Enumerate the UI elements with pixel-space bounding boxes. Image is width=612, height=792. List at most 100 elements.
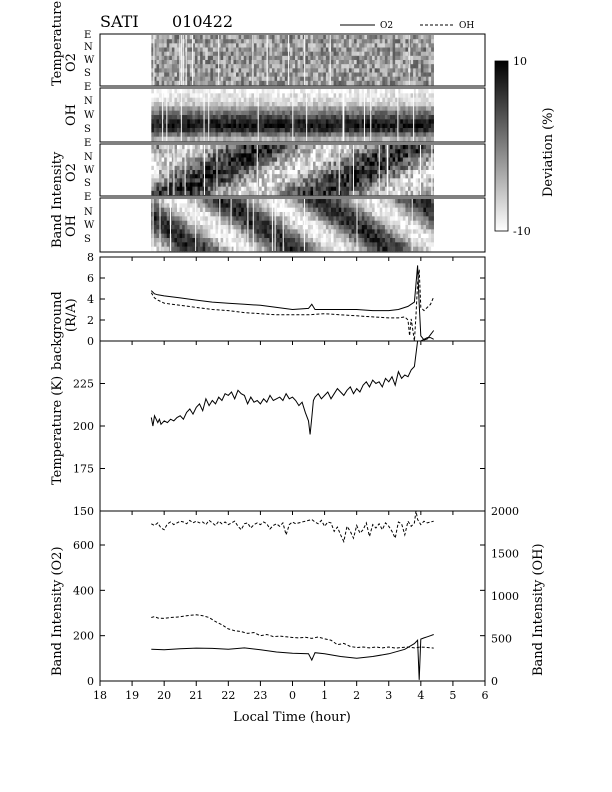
keogram-cell (241, 229, 245, 234)
keogram-cell (423, 170, 427, 175)
keogram-cell (305, 47, 309, 52)
keogram-cell (300, 190, 304, 196)
keogram-cell (174, 55, 178, 61)
keogram-cell (238, 238, 242, 243)
keogram-cell (236, 161, 239, 167)
keogram-cell (159, 186, 162, 192)
keogram-cell (323, 186, 327, 192)
keogram-cell (205, 110, 209, 116)
keogram-cell (390, 115, 393, 120)
keogram-cell (256, 216, 260, 221)
keogram-cell (197, 212, 201, 217)
keogram-cell (182, 153, 185, 158)
keogram-cell (233, 153, 237, 158)
keogram-cell (331, 119, 334, 124)
keogram-cell (210, 115, 214, 120)
keogram-cell (182, 178, 185, 183)
keogram-cell (171, 242, 175, 247)
keogram-cell (305, 207, 309, 213)
keogram-cell (325, 60, 329, 65)
keogram-cell (333, 136, 337, 142)
keogram-cell (269, 182, 273, 187)
keogram-cell (248, 190, 252, 196)
keogram-cell (307, 51, 311, 57)
keogram-cell (397, 51, 401, 57)
keogram-cell (336, 186, 339, 192)
keogram-cell (174, 212, 178, 217)
keogram-cell (410, 190, 414, 196)
keogram-cell (341, 165, 345, 171)
keogram-cell (356, 233, 360, 239)
keogram-cell (343, 199, 347, 204)
keogram-cell (284, 39, 288, 44)
keogram-cell (269, 102, 273, 107)
keogram-cell (402, 136, 406, 142)
keogram-cell (305, 72, 309, 77)
keogram-cell (153, 72, 157, 77)
keogram-cell (251, 93, 255, 98)
keogram-cell (220, 145, 224, 150)
keogram-cell (289, 229, 293, 234)
keogram-cell (151, 190, 155, 196)
keogram-cell (431, 165, 434, 171)
keogram-cell (236, 102, 239, 107)
keogram-cell (333, 203, 337, 208)
keogram-cell (269, 115, 273, 120)
keogram-cell (230, 119, 234, 124)
keogram-cell (256, 170, 260, 175)
keogram-cell (318, 174, 322, 179)
keogram-cell (256, 76, 260, 82)
keogram-cell (274, 170, 278, 175)
keogram-cell (297, 51, 301, 57)
keogram-cell (361, 76, 365, 82)
keogram-cell (313, 246, 316, 252)
keogram-cell (302, 136, 306, 142)
keogram-cell (305, 220, 309, 226)
keogram-cell (384, 128, 388, 133)
keogram-cell (307, 119, 311, 124)
keogram-cell (151, 102, 155, 107)
keogram-cell (284, 106, 288, 111)
keogram-cell (387, 178, 391, 183)
keogram-cell (192, 186, 196, 192)
keogram-cell (361, 60, 365, 65)
keogram-cell (187, 106, 191, 111)
keogram-cell (323, 110, 327, 116)
keogram-cell (171, 80, 175, 86)
keogram-cell (366, 132, 370, 137)
keogram-cell (261, 165, 265, 171)
keogram-cell (207, 47, 211, 52)
keogram-cell (384, 60, 388, 65)
keogram-cell (182, 174, 185, 179)
keogram-cell (215, 47, 219, 52)
keogram-cell (200, 233, 203, 239)
keogram-cell (225, 43, 229, 48)
keogram-cell (243, 199, 247, 204)
keogram-cell (372, 170, 375, 175)
keogram-cell (318, 115, 322, 120)
keogram-cell (343, 225, 347, 230)
legend: O2 OH (340, 21, 474, 31)
keogram-cell (287, 174, 291, 179)
keogram-cell (420, 60, 424, 65)
keogram-cell (212, 182, 216, 187)
keogram-cell (256, 229, 260, 234)
keogram-cell (151, 68, 155, 73)
keogram-cell (292, 35, 296, 40)
keogram-cell (161, 35, 165, 40)
keogram-cell (295, 145, 298, 150)
keogram-cell (279, 55, 283, 61)
keogram-cell (243, 64, 247, 69)
keogram-cell (205, 115, 209, 120)
keogram-cell (230, 72, 234, 77)
keogram-cell (210, 60, 214, 65)
keogram-cell (233, 203, 237, 208)
keogram-cell (289, 55, 293, 61)
keogram-cell (192, 165, 196, 171)
keogram-cell (305, 182, 309, 187)
keogram-cell (194, 229, 198, 234)
keogram-cell (212, 174, 216, 179)
keogram-cell (320, 60, 324, 65)
keogram-cell (356, 178, 360, 183)
keogram-cell (423, 97, 427, 103)
